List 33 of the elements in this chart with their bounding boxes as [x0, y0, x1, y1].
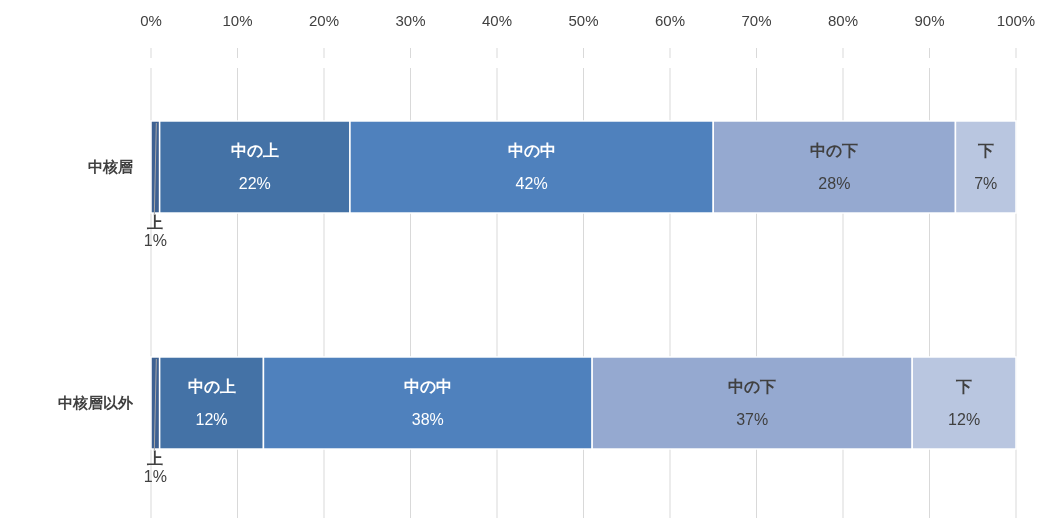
- data-label: 38%: [411, 410, 444, 428]
- data-label: 28%: [818, 174, 851, 192]
- data-label: 1%: [143, 232, 167, 250]
- x-tick-label: 0%: [140, 12, 162, 29]
- data-label: 1%: [143, 468, 167, 486]
- series-label: 中の中: [403, 377, 452, 395]
- x-tick-label: 10%: [222, 12, 253, 29]
- series-label: 中の下: [728, 377, 777, 395]
- data-label: 42%: [515, 174, 548, 192]
- y-tick-label: 中核層: [88, 158, 133, 175]
- text: 中の下: [810, 141, 859, 159]
- x-tick-label: 60%: [654, 12, 686, 29]
- x-tick-label: 30%: [395, 12, 426, 29]
- data-label: 22%: [238, 174, 271, 192]
- x-tick-label: 80%: [827, 12, 859, 29]
- x-tick-label: 100%: [996, 12, 1036, 29]
- data-label: 12%: [195, 410, 228, 428]
- text: 中の上: [230, 141, 279, 159]
- data-label: 7%: [974, 174, 998, 192]
- data-label: 37%: [736, 410, 769, 428]
- x-tick-label: 70%: [741, 12, 772, 29]
- text: 上: [147, 450, 164, 468]
- x-tick-label: 90%: [914, 12, 945, 29]
- series-label: 下: [955, 377, 973, 395]
- x-tick-label: 20%: [308, 12, 340, 29]
- data-label: 12%: [948, 410, 981, 428]
- y-tick-label: 中核層以外: [58, 394, 134, 411]
- text: 下: [977, 141, 994, 159]
- x-tick-label: 40%: [481, 12, 513, 29]
- series-label: 中の上: [187, 377, 236, 395]
- x-tick-label: 50%: [568, 12, 599, 29]
- series-label: 上: [146, 214, 164, 232]
- text: 中の中: [507, 141, 556, 159]
